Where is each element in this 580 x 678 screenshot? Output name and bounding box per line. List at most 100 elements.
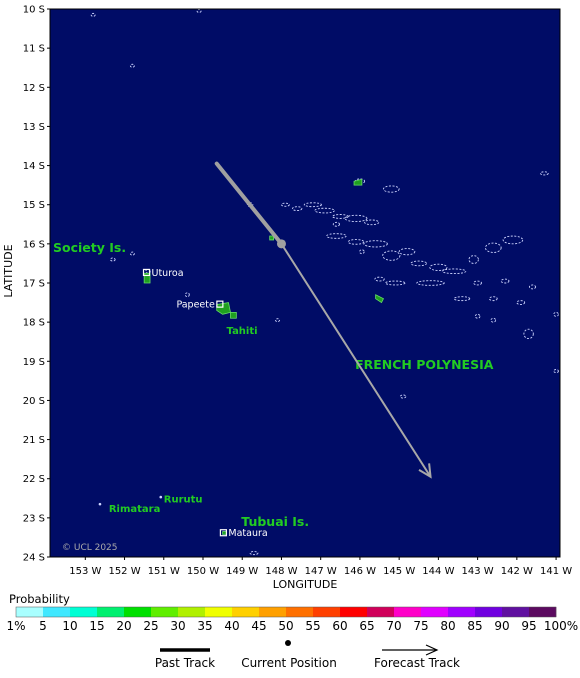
atoll-outline	[347, 239, 365, 245]
lat-tick-label: 22 S	[23, 474, 45, 485]
lat-tick-label: 24 S	[23, 553, 45, 564]
atoll-outline	[281, 202, 290, 207]
legend-label: 15	[89, 619, 104, 633]
current-position-key-label: Current Position	[241, 656, 337, 670]
legend-label: 25	[143, 619, 158, 633]
legend-label: 20	[116, 619, 131, 633]
y-axis-title: LATITUDE	[2, 244, 15, 297]
atoll-outline	[410, 260, 428, 267]
atoll-outline	[473, 280, 482, 286]
legend-label: 50	[278, 619, 293, 633]
atoll-outline	[398, 248, 416, 256]
atoll-outline	[291, 206, 303, 212]
legend-label: 100%	[544, 619, 578, 633]
atoll-outline	[485, 242, 502, 253]
legend-swatch	[529, 607, 557, 617]
legend-swatch	[394, 607, 422, 617]
forecast-arrowhead	[418, 463, 432, 479]
legend-label: 90	[494, 619, 509, 633]
mataura-label: Mataura	[228, 528, 267, 539]
tubuai-islands-label: Tubuai Is.	[241, 514, 309, 529]
atoll-outline	[332, 221, 340, 227]
legend-title: Probability	[9, 592, 70, 606]
rangiroa-atoll	[353, 178, 363, 186]
tahiti-label: Tahiti	[227, 326, 258, 337]
lon-tick-label: 149 W	[226, 566, 258, 577]
legend-label: 45	[251, 619, 266, 633]
track-key: Past Track Current Position Forecast Track	[155, 640, 460, 670]
lon-tick-label: 146 W	[344, 566, 376, 577]
legend-swatch	[502, 607, 530, 617]
legend-label: 70	[386, 619, 401, 633]
lon-tick-label: 151 W	[148, 566, 180, 577]
papeete-marker	[216, 300, 224, 308]
current-position-marker	[276, 239, 286, 249]
lat-tick-label: 18 S	[23, 318, 45, 329]
legend-label: 40	[224, 619, 239, 633]
legend-label: 30	[170, 619, 185, 633]
atoll-outline	[384, 280, 406, 286]
atoll-outline	[359, 249, 365, 255]
legend-swatch	[448, 607, 476, 617]
legend-label: 95	[521, 619, 536, 633]
mataura-marker	[219, 529, 227, 537]
legend-label: 5	[39, 619, 47, 633]
lat-tick-label: 17 S	[23, 279, 45, 290]
tahiti-iti	[230, 311, 237, 319]
legend-label: 60	[332, 619, 347, 633]
forecast-track-key-label: Forecast Track	[374, 656, 460, 670]
legend-swatch	[475, 607, 503, 617]
legend-swatch	[70, 607, 98, 617]
atoll-outline	[364, 219, 380, 226]
lon-tick-label: 143 W	[462, 566, 494, 577]
legend-swatch	[259, 607, 287, 617]
legend-label: 65	[359, 619, 374, 633]
lat-tick-label: 20 S	[23, 396, 45, 407]
rimatara-label: Rimatara	[109, 504, 161, 515]
atoll-outline	[314, 207, 335, 214]
legend-swatch	[97, 607, 125, 617]
forecast-track-key-arrow	[425, 644, 439, 656]
legend-swatch	[286, 607, 314, 617]
lon-tick-label: 142 W	[501, 566, 533, 577]
legend-label: 10	[62, 619, 77, 633]
lon-tick-label: 153 W	[69, 566, 101, 577]
atoll-outline	[553, 369, 559, 374]
lon-tick-label: 147 W	[305, 566, 337, 577]
french-polynesia-label: FRENCH POLYNESIA	[355, 357, 494, 372]
lon-tick-label: 152 W	[108, 566, 140, 577]
lon-tick-label: 141 W	[540, 566, 572, 577]
atoll-outline	[249, 551, 259, 556]
past-track-key-label: Past Track	[155, 656, 215, 670]
atoll-outline	[129, 251, 135, 256]
anaa-atoll	[375, 294, 384, 304]
rurutu-label: Rurutu	[164, 494, 203, 505]
lat-tick-label: 11 S	[23, 44, 45, 55]
atoll-outline	[416, 280, 445, 286]
papeete-label: Papeete	[176, 300, 215, 311]
atoll-outline	[502, 235, 524, 245]
atoll-outline	[326, 233, 347, 239]
legend-swatch	[313, 607, 341, 617]
lon-tick-label: 144 W	[422, 566, 454, 577]
atoll-outline	[332, 214, 349, 219]
atoll-outline	[500, 278, 510, 284]
atoll-outline	[382, 250, 401, 261]
uturoa-marker	[142, 268, 151, 277]
atoll-outline	[488, 296, 498, 302]
legend-swatch	[124, 607, 152, 617]
atoll-outline	[184, 292, 190, 298]
forecast-track-line	[280, 243, 432, 478]
lat-tick-label: 13 S	[23, 122, 45, 133]
legend-bar-frame	[15, 606, 557, 618]
atoll-outline	[474, 313, 481, 319]
legend-swatch	[43, 607, 71, 617]
atoll-outline	[344, 214, 368, 222]
legend-swatch	[367, 607, 395, 617]
atoll-outline	[363, 240, 388, 248]
lat-tick-label: 19 S	[23, 357, 45, 368]
atoll-outline	[129, 63, 135, 68]
lon-tick-label: 145 W	[383, 566, 415, 577]
uturoa-label: Uturoa	[152, 268, 184, 279]
atoll-outline	[490, 317, 497, 323]
